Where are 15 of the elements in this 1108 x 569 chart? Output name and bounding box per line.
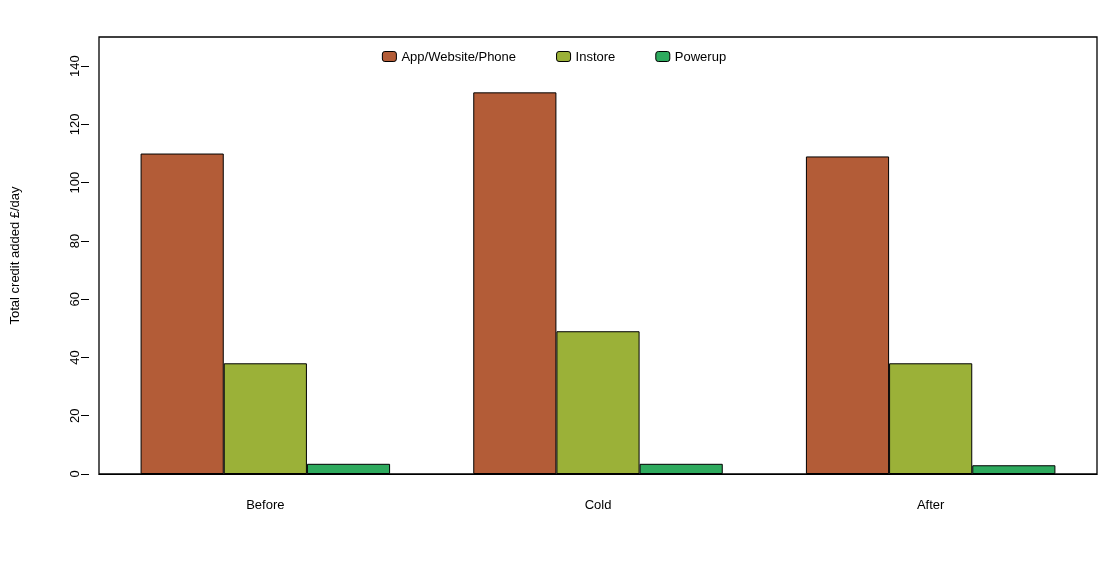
x-tick-label: Before bbox=[246, 497, 285, 512]
y-tick-label: 20 bbox=[67, 408, 82, 423]
y-tick-label: 60 bbox=[67, 291, 82, 307]
legend-label: Instore bbox=[575, 49, 616, 64]
y-axis-title: Total credit added £/day bbox=[7, 185, 22, 325]
y-tick-label: 100 bbox=[67, 171, 82, 194]
y-tick-label: 40 bbox=[67, 350, 82, 365]
y-tick-label: 120 bbox=[67, 113, 82, 136]
y-tick-label: 0 bbox=[67, 470, 82, 478]
x-tick-label: Cold bbox=[584, 497, 612, 512]
y-tick-label: 140 bbox=[67, 55, 82, 77]
y-tick-label: 80 bbox=[67, 233, 82, 249]
legend-label: App/Website/Phone bbox=[401, 49, 517, 64]
x-tick-label: After bbox=[916, 497, 946, 512]
legend-label: Powerup bbox=[674, 49, 727, 64]
